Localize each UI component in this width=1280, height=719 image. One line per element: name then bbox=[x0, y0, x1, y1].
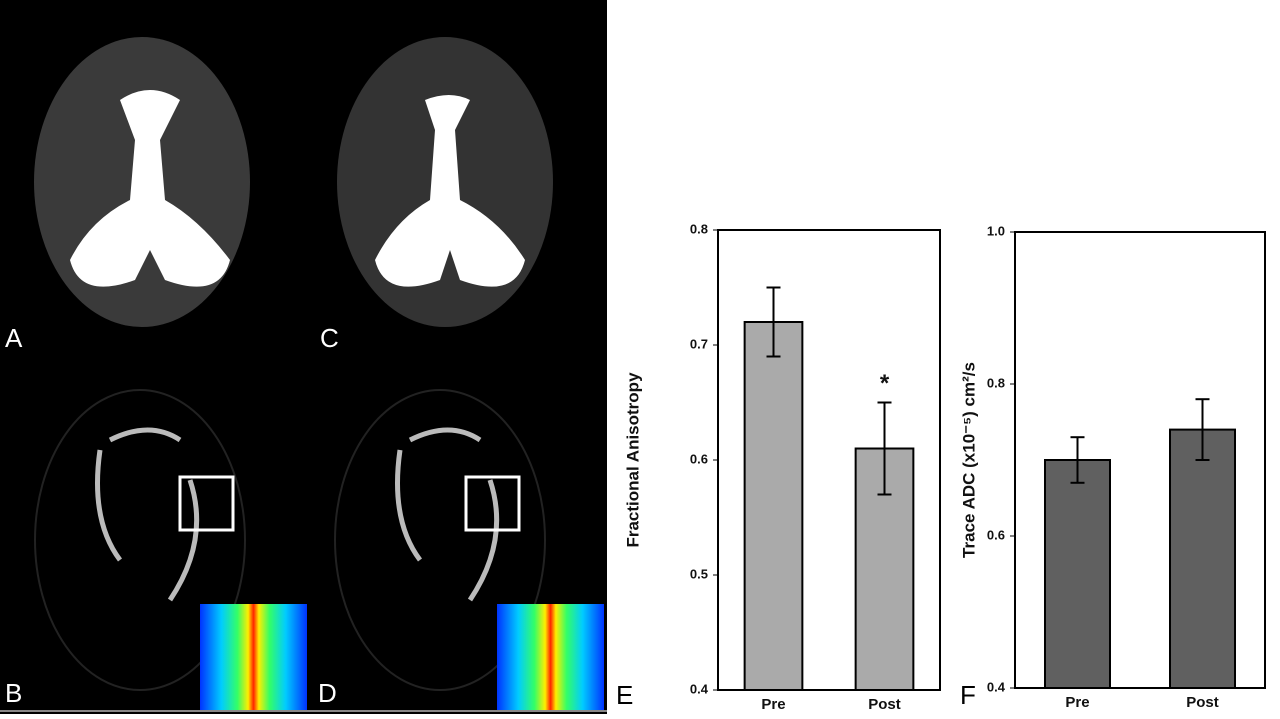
plot-frame bbox=[1014, 231, 1266, 689]
brain-d bbox=[334, 389, 604, 710]
x-tick-label: Pre bbox=[1065, 694, 1089, 711]
brain-b bbox=[34, 389, 307, 710]
panel-label: E bbox=[616, 680, 633, 710]
y-tick-label: 0.4 bbox=[690, 681, 709, 696]
y-tick-label: 0.8 bbox=[987, 375, 1005, 390]
y-tick-label: 0.4 bbox=[987, 679, 1006, 694]
y-axis-label: Trace ADC (x10⁻⁵) cm²/s bbox=[959, 362, 978, 558]
y-tick-label: 0.6 bbox=[690, 451, 708, 466]
y-tick-label: 0.6 bbox=[987, 527, 1005, 542]
brain-c bbox=[337, 37, 553, 327]
y-tick-label: 0.8 bbox=[690, 221, 708, 236]
bar bbox=[1044, 459, 1111, 689]
y-tick-label: 0.7 bbox=[690, 336, 708, 351]
panel-label: F bbox=[960, 680, 976, 710]
y-axis-label: Fractional Anisotropy bbox=[623, 372, 642, 548]
annotation: * bbox=[880, 370, 890, 397]
x-tick-label: Post bbox=[1186, 694, 1219, 711]
x-tick-label: Post bbox=[868, 696, 901, 713]
x-tick-label: Pre bbox=[761, 696, 785, 713]
image-label: B bbox=[5, 678, 22, 708]
y-tick-label: 0.5 bbox=[690, 566, 708, 581]
brain-a bbox=[34, 37, 250, 327]
bar bbox=[1169, 428, 1236, 689]
image-label: A bbox=[5, 323, 23, 353]
bar bbox=[743, 321, 804, 691]
y-tick-label: 1.0 bbox=[987, 223, 1005, 238]
image-label: C bbox=[320, 323, 339, 353]
image-label: D bbox=[318, 678, 337, 708]
